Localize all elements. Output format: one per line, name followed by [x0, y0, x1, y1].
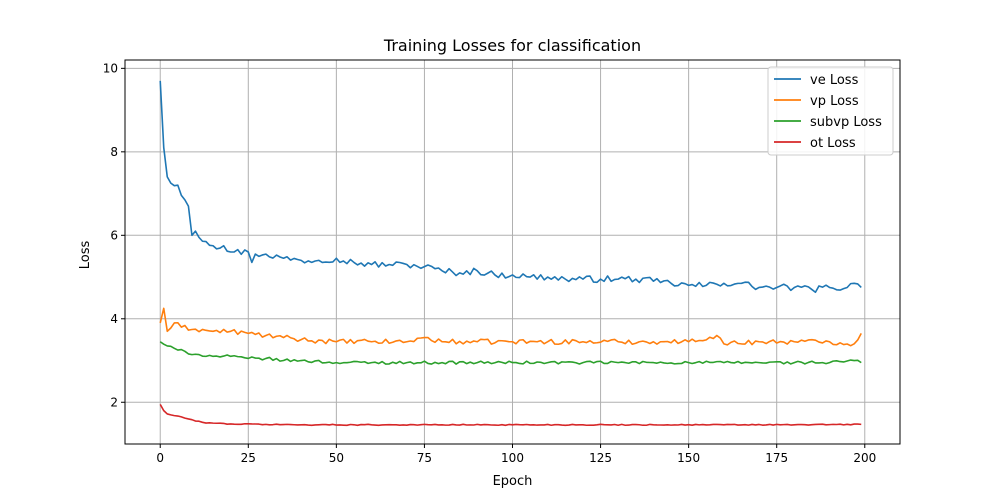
x-tick-label: 0: [156, 451, 164, 465]
x-tick-label: 150: [677, 451, 700, 465]
x-tick-label: 100: [501, 451, 524, 465]
y-tick-label: 8: [110, 145, 118, 159]
legend-label-vp-loss: vp Loss: [810, 94, 859, 109]
y-axis: 2 4 6 8 10: [103, 61, 125, 409]
series-line-ot-loss: [159, 403, 862, 427]
x-tick-label: 50: [329, 451, 344, 465]
x-tick-label: 75: [417, 451, 432, 465]
legend-label-subvp-loss: subvp Loss: [810, 115, 882, 130]
legend-label-ot-loss: ot Loss: [810, 136, 856, 151]
y-tick-label: 6: [110, 228, 118, 242]
series-line-ve-loss: [159, 80, 862, 294]
y-tick-label: 10: [103, 61, 118, 75]
x-axis: 0 25 50 75 100 125 150 175 200: [156, 444, 876, 465]
x-tick-label: 25: [241, 451, 256, 465]
chart-title: Training Losses for classification: [383, 36, 641, 55]
x-tick-label: 175: [765, 451, 788, 465]
legend-box: [767, 66, 894, 156]
series-layer: [159, 80, 862, 427]
x-tick-label: 200: [853, 451, 876, 465]
legend: ve Loss vp Loss subvp Loss ot Loss: [767, 66, 894, 156]
x-tick-label: 125: [589, 451, 612, 465]
series-line-vp-loss: [159, 307, 862, 347]
x-axis-label: Epoch: [493, 474, 533, 489]
y-axis-label: Loss: [78, 241, 93, 270]
legend-label-ve-loss: ve Loss: [810, 73, 859, 88]
series-line-subvp-loss: [159, 341, 862, 365]
y-tick-label: 4: [110, 312, 118, 326]
y-tick-label: 2: [110, 395, 118, 409]
